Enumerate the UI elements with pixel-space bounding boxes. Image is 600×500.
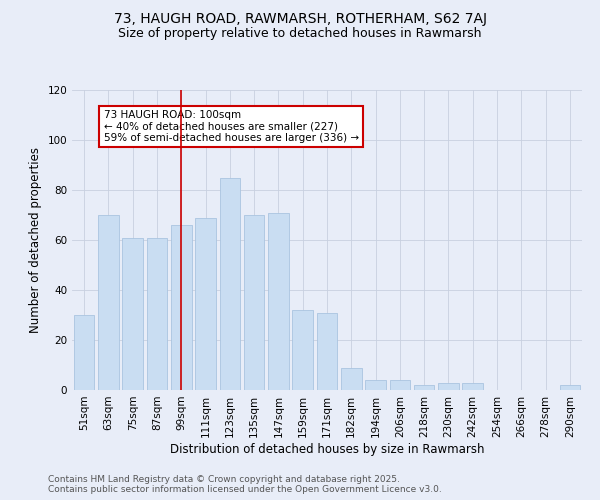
Bar <box>220 178 240 390</box>
Bar <box>195 218 216 390</box>
Bar <box>341 368 362 390</box>
Bar <box>268 212 289 390</box>
Bar <box>98 215 119 390</box>
Bar <box>292 310 313 390</box>
X-axis label: Distribution of detached houses by size in Rawmarsh: Distribution of detached houses by size … <box>170 442 484 456</box>
Bar <box>122 238 143 390</box>
Bar <box>244 215 265 390</box>
Bar <box>171 225 191 390</box>
Bar <box>317 312 337 390</box>
Bar <box>438 382 459 390</box>
Bar <box>365 380 386 390</box>
Y-axis label: Number of detached properties: Number of detached properties <box>29 147 42 333</box>
Text: Contains public sector information licensed under the Open Government Licence v3: Contains public sector information licen… <box>48 485 442 494</box>
Text: Size of property relative to detached houses in Rawmarsh: Size of property relative to detached ho… <box>118 28 482 40</box>
Text: 73, HAUGH ROAD, RAWMARSH, ROTHERHAM, S62 7AJ: 73, HAUGH ROAD, RAWMARSH, ROTHERHAM, S62… <box>113 12 487 26</box>
Bar <box>389 380 410 390</box>
Bar <box>74 315 94 390</box>
Bar <box>463 382 483 390</box>
Bar <box>560 385 580 390</box>
Bar <box>414 385 434 390</box>
Text: 73 HAUGH ROAD: 100sqm
← 40% of detached houses are smaller (227)
59% of semi-det: 73 HAUGH ROAD: 100sqm ← 40% of detached … <box>104 110 359 143</box>
Bar <box>146 238 167 390</box>
Text: Contains HM Land Registry data © Crown copyright and database right 2025.: Contains HM Land Registry data © Crown c… <box>48 475 400 484</box>
